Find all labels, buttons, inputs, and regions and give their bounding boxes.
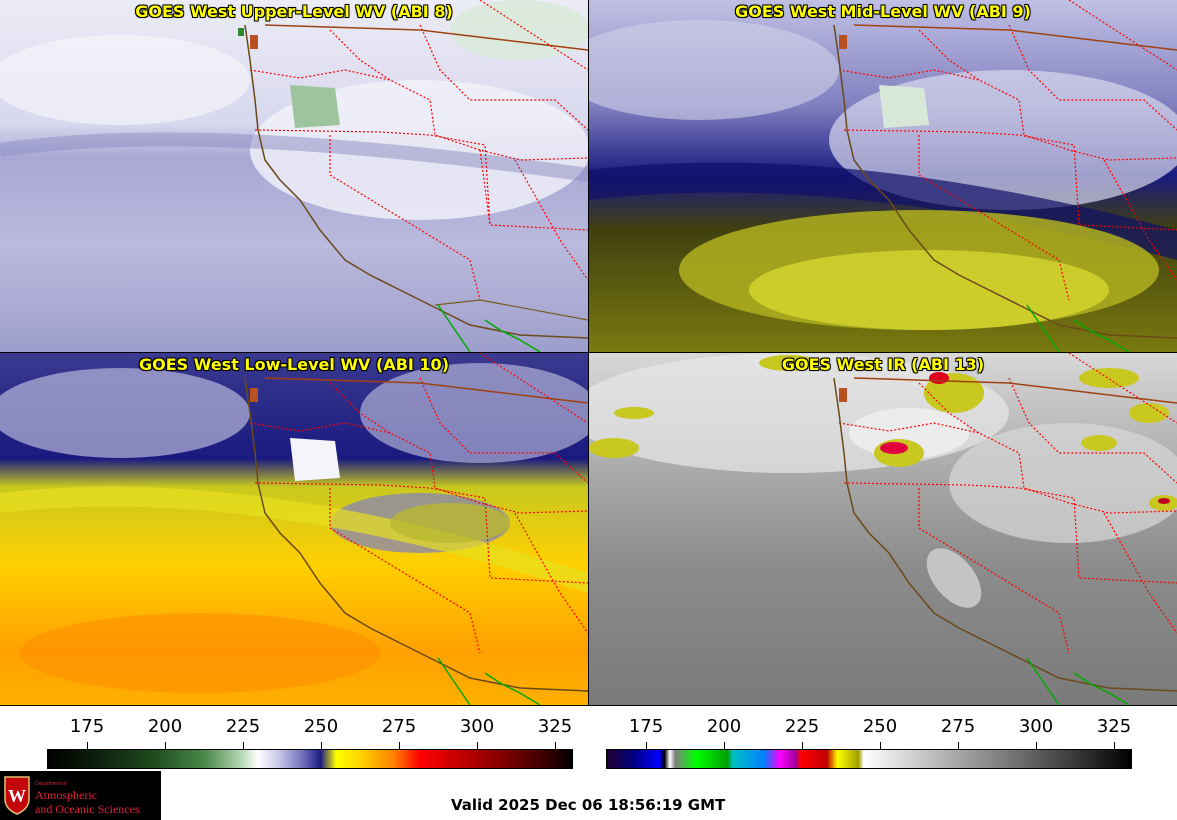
logo-name-line2: and Oceanic Sciences: [35, 802, 140, 816]
tick-mark: [724, 742, 725, 750]
tick-mark: [958, 742, 959, 750]
tick-mark: [399, 742, 400, 750]
upper-level-wv-image: [0, 0, 588, 352]
tick-label: 225: [784, 716, 820, 737]
mexico-border: [437, 304, 541, 352]
tick-mark: [165, 742, 166, 750]
tick-label: 175: [628, 716, 664, 737]
colorbar-left-ticks: 175 200 225 250 275 300 325: [0, 716, 588, 740]
panel-title: GOES West Mid-Level WV (ABI 9): [735, 2, 1031, 21]
panel-divider: [0, 705, 1177, 706]
tick-mark: [880, 742, 881, 750]
tick-label: 325: [1096, 716, 1132, 737]
tick-mark: [1036, 742, 1037, 750]
tick-mark: [87, 742, 88, 750]
tick-mark: [646, 742, 647, 750]
uw-crest-icon: W: [4, 776, 30, 815]
tick-mark: [243, 742, 244, 750]
tick-mark: [1114, 742, 1115, 750]
ir-panel: GOES West IR (ABI 13): [589, 353, 1177, 705]
tick-label: 300: [1018, 716, 1054, 737]
tick-label: 250: [862, 716, 898, 737]
mid-level-wv-image: [589, 0, 1177, 352]
colorbar-right: [606, 749, 1132, 769]
valid-time: Valid 2025 Dec 06 18:56:19 GMT: [451, 796, 726, 814]
upper-level-wv-panel: GOES West Upper-Level WV (ABI 8): [0, 0, 589, 352]
panel-divider: [0, 352, 1177, 353]
low-level-wv-image: [0, 353, 588, 705]
tick-label: 275: [381, 716, 417, 737]
logo-dept-text: Department of: [35, 781, 67, 787]
tick-label: 225: [225, 716, 261, 737]
panel-title: GOES West IR (ABI 13): [781, 355, 985, 374]
tick-mark: [477, 742, 478, 750]
panel-title: GOES West Low-Level WV (ABI 10): [138, 355, 449, 374]
colorbar-right-ticks: 175 200 225 250 275 300 325: [589, 716, 1177, 740]
tick-mark: [321, 742, 322, 750]
mid-level-wv-panel: GOES West Mid-Level WV (ABI 9): [589, 0, 1177, 352]
svg-text:W: W: [8, 786, 26, 806]
tick-label: 200: [706, 716, 742, 737]
tick-label: 275: [940, 716, 976, 737]
tick-mark: [802, 742, 803, 750]
tick-label: 300: [459, 716, 495, 737]
aos-logo: W Department of Atmospheric and Oceanic …: [0, 771, 161, 820]
logo-name-line1: Atmospheric: [35, 788, 97, 802]
tick-mark: [555, 742, 556, 750]
tick-label: 175: [69, 716, 105, 737]
tick-label: 200: [147, 716, 183, 737]
colorbar-left: [47, 749, 573, 769]
ir-image: [589, 353, 1177, 705]
tick-label: 325: [537, 716, 573, 737]
coastline: [244, 24, 588, 339]
panel-title: GOES West Upper-Level WV (ABI 8): [135, 2, 453, 21]
state-borders: [249, 24, 588, 301]
tick-label: 250: [303, 716, 339, 737]
low-level-wv-panel: GOES West Low-Level WV (ABI 10): [0, 353, 589, 705]
